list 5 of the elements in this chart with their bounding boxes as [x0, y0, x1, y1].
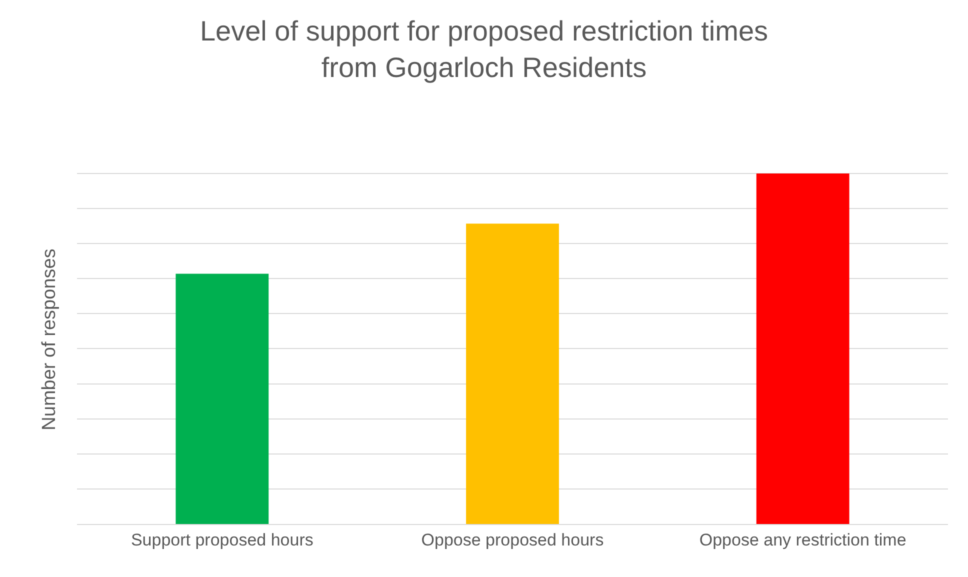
- x-tick-label: Oppose any restriction time: [699, 530, 906, 550]
- y-axis-title: Number of responses: [38, 248, 60, 430]
- x-tick-label: Support proposed hours: [130, 530, 314, 550]
- x-tick-label: Oppose proposed hours: [421, 530, 604, 550]
- chart-title: Level of support for proposed restriction times from Gogarloch Residents: [200, 15, 768, 83]
